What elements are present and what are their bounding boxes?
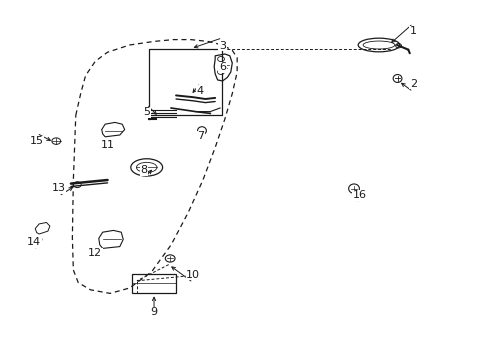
Text: 4: 4 [197,86,203,96]
Text: 7: 7 [197,131,203,141]
Bar [132,274,176,293]
Text: 3: 3 [219,41,225,51]
Text: 15: 15 [30,136,43,146]
Text: 12: 12 [88,248,102,258]
Text: 2: 2 [409,79,416,89]
Text: 16: 16 [352,190,366,201]
Text: 9: 9 [150,307,157,318]
Text: 8: 8 [141,165,147,175]
Text: 5: 5 [143,107,150,117]
Text: 1: 1 [409,26,416,36]
Text: 6: 6 [219,62,225,72]
Text: 14: 14 [27,237,41,247]
Text: 11: 11 [101,140,114,150]
Text: 10: 10 [186,270,200,280]
Text: 13: 13 [52,183,65,193]
